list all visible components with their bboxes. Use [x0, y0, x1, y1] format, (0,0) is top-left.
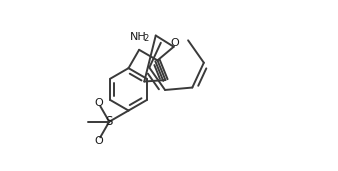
- Text: O: O: [94, 98, 103, 108]
- Text: 2: 2: [144, 34, 149, 43]
- Text: O: O: [170, 37, 179, 48]
- Text: NH: NH: [130, 32, 147, 42]
- Text: S: S: [105, 115, 113, 128]
- Text: O: O: [94, 136, 103, 146]
